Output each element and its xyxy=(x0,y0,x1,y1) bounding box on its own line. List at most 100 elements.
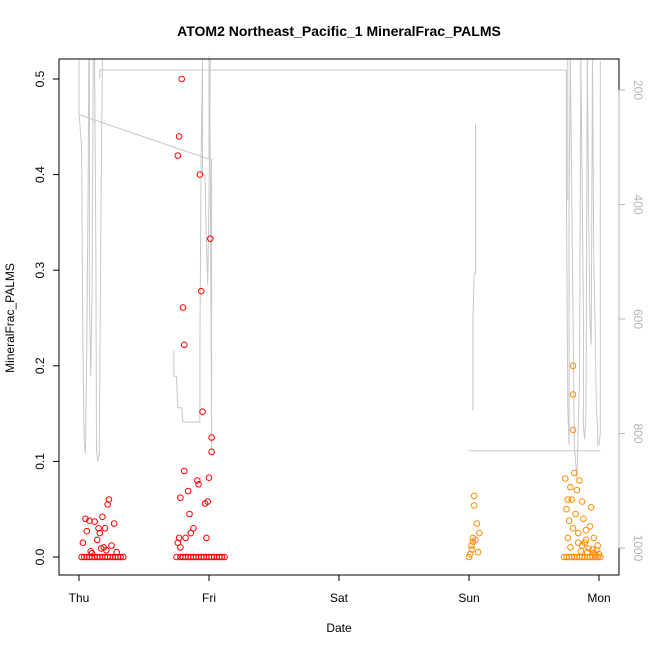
scatter-points xyxy=(78,75,604,561)
scatter-point xyxy=(564,496,572,503)
scatter-point xyxy=(594,542,602,549)
scatter-point xyxy=(569,525,577,532)
altitude-line xyxy=(99,58,569,202)
scatter-point xyxy=(580,515,587,523)
scatter-point xyxy=(203,534,210,542)
y2-tick-label: 1000 xyxy=(631,535,645,562)
scatter-point xyxy=(474,548,482,556)
scatter-point xyxy=(119,553,127,561)
altitude-line xyxy=(208,58,213,451)
scatter-point xyxy=(174,152,182,159)
scatter-point xyxy=(108,542,115,549)
scatter-point xyxy=(590,534,598,542)
altitude-line xyxy=(566,58,571,445)
scatter-point xyxy=(567,544,574,551)
scatter-point xyxy=(473,520,481,527)
scatter-point xyxy=(574,539,582,547)
altitude-line xyxy=(173,58,203,423)
x-tick-label: Sat xyxy=(330,591,349,605)
scatter-point xyxy=(105,496,113,503)
scatter-point xyxy=(468,546,475,553)
scatter-point xyxy=(582,526,590,534)
scatter-point xyxy=(173,553,180,561)
altitude-line xyxy=(88,58,94,377)
scatter-point xyxy=(181,341,188,349)
y2-tick-label: 400 xyxy=(631,194,645,214)
scatter-point xyxy=(569,391,577,398)
scatter-point xyxy=(177,494,184,502)
scatter-point xyxy=(587,504,595,511)
y2-tick-label: 200 xyxy=(631,80,645,100)
scatter-point xyxy=(568,496,576,503)
y2-tick-label: 800 xyxy=(631,423,645,443)
scatter-point xyxy=(563,505,570,513)
altitude-line xyxy=(586,58,593,345)
y-tick-label: 0.3 xyxy=(33,262,47,279)
x-tick-label: Sun xyxy=(458,591,479,605)
scatter-point xyxy=(584,548,591,556)
scatter-point xyxy=(204,498,211,505)
scatter-point xyxy=(181,467,188,475)
scatter-point xyxy=(197,287,205,295)
scatter-point xyxy=(101,525,109,532)
y-axis-label: MineralFrac_PALMS xyxy=(3,263,17,373)
y-tick-label: 0.0 xyxy=(33,548,47,565)
scatter-point xyxy=(184,487,192,495)
altitude-line xyxy=(94,58,103,462)
scatter-point xyxy=(205,474,213,482)
scatter-point xyxy=(561,475,569,482)
scatter-point xyxy=(470,492,478,500)
scatter-point xyxy=(103,547,110,554)
scatter-point xyxy=(476,529,483,537)
scatter-point xyxy=(194,477,201,484)
scatter-point xyxy=(585,545,592,552)
y2-tick-label: 600 xyxy=(631,309,645,329)
scatter-point xyxy=(83,527,91,535)
scatter-point xyxy=(573,486,581,494)
scatter-point xyxy=(95,525,102,532)
scatter-point xyxy=(569,426,577,434)
scatter-point xyxy=(79,539,87,547)
y-tick-label: 0.1 xyxy=(33,453,47,470)
scatter-point xyxy=(196,171,204,178)
scatter-point xyxy=(113,548,120,556)
scatter-point xyxy=(110,520,118,527)
scatter-point xyxy=(208,448,215,456)
altitude-line xyxy=(592,58,601,446)
scatter-point xyxy=(93,536,101,544)
altitude-line xyxy=(472,124,476,411)
x-tick-label: Fri xyxy=(202,591,216,605)
scatter-point xyxy=(582,536,590,544)
altitude-line xyxy=(580,58,588,440)
y-tick-label: 0.2 xyxy=(33,357,47,374)
scatter-point xyxy=(179,304,187,311)
chart-title: ATOM2 Northeast_Pacific_1 MineralFrac_PA… xyxy=(177,23,501,39)
scatter-point xyxy=(218,553,226,561)
y-axis: 0.0 0.1 0.2 0.3 0.4 0.5 xyxy=(33,70,60,565)
x-tick-label: Thu xyxy=(69,591,90,605)
x-tick-label: Mon xyxy=(587,591,610,605)
scatter-point xyxy=(565,517,573,525)
scatter-point xyxy=(190,525,197,532)
scatter-point xyxy=(99,513,106,521)
scatter-point xyxy=(177,544,184,551)
scatter-point xyxy=(104,501,111,508)
scatter-point xyxy=(567,483,574,491)
scatter-point xyxy=(470,502,478,509)
scatter-point xyxy=(175,534,183,542)
x-axis: Thu Fri Sat Sun Mon xyxy=(69,574,611,605)
scatter-point xyxy=(199,408,206,416)
scatter-point xyxy=(117,553,124,561)
altitude-line xyxy=(78,55,210,160)
scatter-point xyxy=(586,523,594,530)
scatter-point xyxy=(82,515,89,523)
scatter-point xyxy=(574,529,582,537)
scatter-point xyxy=(569,362,577,370)
scatter-point xyxy=(221,553,228,561)
scatter-point xyxy=(468,542,475,549)
altitude-line xyxy=(78,58,90,454)
scatter-point xyxy=(96,529,104,537)
secondary-y-axis: 200 400 600 800 1000 xyxy=(618,80,645,562)
